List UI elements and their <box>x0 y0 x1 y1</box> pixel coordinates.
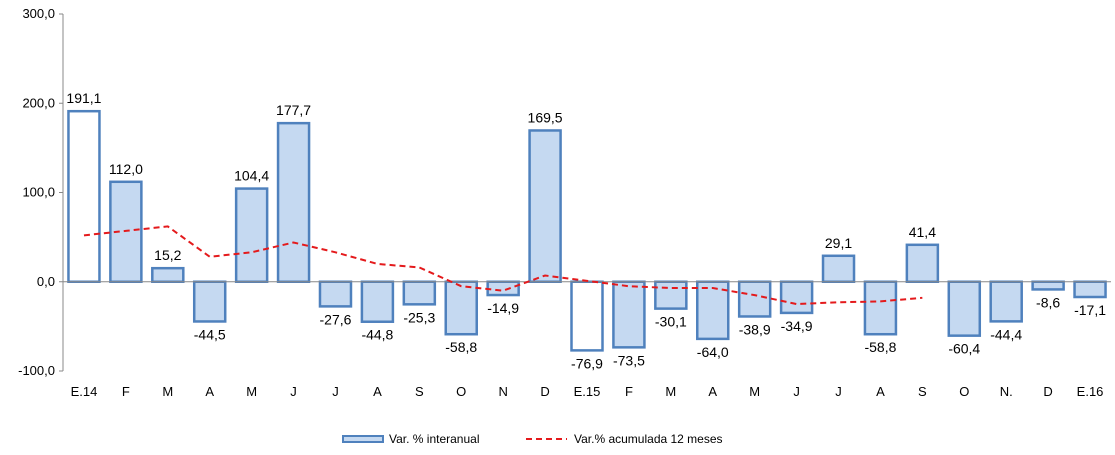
data-label: 41,4 <box>909 224 936 240</box>
x-tick-label: E.16 <box>1077 384 1104 399</box>
bar <box>696 280 730 341</box>
x-tick-label: A <box>373 384 382 399</box>
x-tick-label: J <box>290 384 297 399</box>
data-label: 104,4 <box>234 168 269 184</box>
y-tick-label: 300,0 <box>22 6 55 21</box>
bar <box>192 280 227 323</box>
y-tick-label: -100,0 <box>18 363 55 378</box>
x-tick-label: F <box>625 384 633 399</box>
bar <box>989 280 1023 323</box>
data-label: -73,5 <box>613 352 645 368</box>
data-label: -64,0 <box>697 344 729 360</box>
x-tick-label: J <box>332 384 339 399</box>
bar <box>947 280 982 337</box>
data-label: -25,3 <box>403 309 435 325</box>
data-label: -76,9 <box>571 355 603 371</box>
bar <box>821 254 856 283</box>
legend-bar-swatch <box>342 435 384 443</box>
y-tick-label: 200,0 <box>22 95 55 110</box>
data-label: -34,9 <box>781 318 813 334</box>
data-label: 112,0 <box>109 161 143 177</box>
data-label: 191,1 <box>66 90 101 106</box>
y-tick-label: 0,0 <box>37 274 55 289</box>
x-tick-label: N <box>498 384 507 399</box>
x-axis: E.14 F M A M J J A S O N D E.15 F M A M J J A S O N. D E.16 <box>71 384 1104 399</box>
bar <box>612 280 646 349</box>
data-label: -8,6 <box>1036 294 1060 310</box>
y-tick-label: 100,0 <box>22 185 55 200</box>
bar <box>318 280 353 308</box>
x-tick-label: M <box>162 384 173 399</box>
cumulative-line <box>83 225 923 306</box>
bars <box>67 109 1107 352</box>
data-labels: 191,1112,015,2-44,5104,4177,7-27,6-44,8-… <box>66 90 1106 371</box>
data-label: -58,8 <box>445 339 477 355</box>
x-tick-label: J <box>793 384 800 399</box>
data-label: -60,4 <box>948 341 980 357</box>
bar <box>1073 280 1107 299</box>
bar <box>779 280 814 315</box>
bar <box>444 280 478 336</box>
data-label: 169,5 <box>528 109 563 125</box>
x-tick-label: D <box>540 384 549 399</box>
data-label: -27,6 <box>320 311 352 327</box>
data-label: -58,8 <box>864 339 896 355</box>
x-tick-label: E.15 <box>574 384 601 399</box>
data-label: 177,7 <box>276 102 311 118</box>
bar <box>486 280 520 297</box>
x-tick-label: O <box>456 384 466 399</box>
bar <box>360 280 395 323</box>
x-tick-label: M <box>749 384 760 399</box>
data-label: -44,5 <box>194 326 226 342</box>
cumulative-line-path <box>83 225 923 306</box>
bar <box>402 280 437 306</box>
data-label: -30,1 <box>655 314 687 330</box>
bar <box>863 280 898 336</box>
data-label: -44,4 <box>990 326 1022 342</box>
x-tick-label: M <box>665 384 676 399</box>
bar <box>276 121 311 283</box>
x-tick-label: S <box>415 384 424 399</box>
bar <box>528 129 562 283</box>
x-tick-label: S <box>918 384 927 399</box>
legend-line-label: Var.% acumulada 12 meses <box>574 432 723 446</box>
bar <box>570 280 604 352</box>
data-label: -17,1 <box>1074 302 1106 318</box>
bar <box>67 109 101 283</box>
bar <box>654 280 688 310</box>
x-tick-label: E.14 <box>71 384 98 399</box>
data-label: -44,8 <box>361 327 393 343</box>
x-tick-label: N. <box>1000 384 1013 399</box>
bar <box>151 266 185 283</box>
x-tick-label: D <box>1043 384 1052 399</box>
data-label: -14,9 <box>487 300 519 316</box>
x-tick-label: A <box>876 384 885 399</box>
x-tick-label: M <box>246 384 257 399</box>
x-tick-label: A <box>205 384 214 399</box>
x-tick-label: A <box>708 384 717 399</box>
bar <box>737 280 772 318</box>
data-label: 15,2 <box>154 247 181 263</box>
legend: Var. % interanual Var.% acumulada 12 mes… <box>342 432 723 446</box>
legend-bar-label: Var. % interanual <box>389 432 480 446</box>
data-label: -38,9 <box>739 321 771 337</box>
bar <box>905 243 940 284</box>
x-tick-label: F <box>122 384 130 399</box>
x-tick-label: J <box>835 384 842 399</box>
y-axis: -100,0 0,0 100,0 200,0 300,0 <box>18 6 64 378</box>
bar <box>234 187 269 283</box>
x-tick-label: O <box>959 384 969 399</box>
bar <box>1031 280 1065 291</box>
data-label: 29,1 <box>825 235 852 251</box>
